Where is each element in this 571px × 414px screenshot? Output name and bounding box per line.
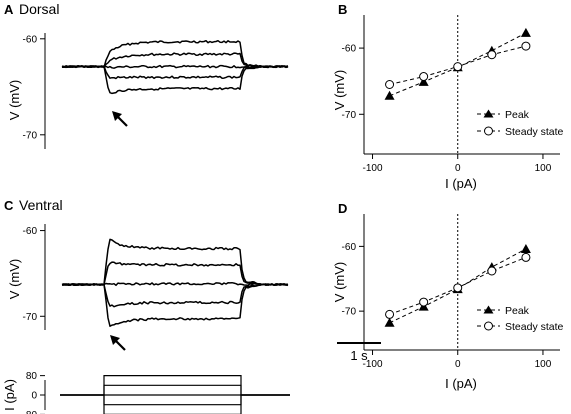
stimulus-step-1 bbox=[60, 384, 290, 396]
stimulus-steps bbox=[60, 375, 290, 414]
panel-c-letter: C bbox=[4, 198, 14, 213]
legend-marker-peak bbox=[483, 305, 494, 314]
panel-d-x-tick-label: 0 bbox=[455, 359, 461, 370]
legend-label-steady: Steady state bbox=[505, 321, 564, 333]
panel-c: C Ventral -60 -70 V (mV) 1 s bbox=[4, 197, 381, 363]
stimulus-y-tick-label: 0 bbox=[31, 391, 37, 402]
panel-d-x-tick-label: 100 bbox=[535, 359, 552, 370]
panel-a-y-label: V (mV) bbox=[7, 80, 22, 120]
panel-b-steady-point bbox=[419, 72, 429, 82]
panel-b-letter: B bbox=[338, 2, 347, 17]
legend-marker-steady bbox=[484, 126, 493, 136]
panel-b-peak-point bbox=[418, 76, 429, 86]
panel-c-y-axis: -60 -70 bbox=[23, 224, 46, 330]
stimulus-step-3 bbox=[60, 394, 290, 406]
panel-b-x-tick-label: 100 bbox=[535, 163, 552, 174]
panel-b-steady-point bbox=[453, 62, 463, 72]
stimulus-y-tick-label: -80 bbox=[23, 410, 38, 414]
legend-label-peak: Peak bbox=[505, 305, 530, 317]
panel-b-axes: -60 -70 -100 0 100 bbox=[342, 15, 560, 174]
panel-d-steady-point bbox=[419, 297, 429, 307]
panel-d-steady-point bbox=[521, 252, 531, 262]
panel-a-y-tick-label: -60 bbox=[23, 34, 38, 45]
panel-a: A Dorsal -60 -70 V (mV) bbox=[4, 1, 289, 149]
panel-b-steady-point bbox=[487, 50, 497, 60]
panel-d-peak-point bbox=[520, 243, 531, 253]
panel-d-legend-steady: Steady state bbox=[477, 321, 564, 333]
panel-d-legend-peak: Peak bbox=[477, 305, 530, 317]
panel-a-title: Dorsal bbox=[19, 1, 59, 17]
panel-d-series-line-0 bbox=[389, 248, 527, 324]
panel-b-y-tick-label: -60 bbox=[342, 44, 357, 55]
panel-a-arrow-head bbox=[112, 111, 122, 121]
legend-label-peak: Peak bbox=[505, 109, 530, 121]
panel-a-trace-4 bbox=[62, 65, 289, 95]
panel-c-arrow bbox=[110, 335, 126, 351]
scale-bar-label: 1 s bbox=[350, 348, 368, 363]
panel-b-peak-point bbox=[384, 90, 395, 100]
panel-b-x-tick-label: -100 bbox=[363, 163, 383, 174]
panel-b-steady-point bbox=[385, 80, 395, 89]
panel-c-y-tick-label: -70 bbox=[23, 312, 38, 323]
panel-c-trace-0 bbox=[61, 238, 289, 287]
panel-b-y-label: V (mV) bbox=[332, 70, 347, 110]
panel-c-trace-3 bbox=[61, 283, 289, 308]
panel-b-plot bbox=[384, 27, 531, 100]
panel-c-title: Ventral bbox=[19, 197, 63, 213]
scale-bar: 1 s bbox=[337, 342, 381, 363]
legend-marker-steady bbox=[484, 321, 493, 331]
panel-d-peak-point bbox=[384, 317, 395, 327]
legend-marker-peak bbox=[483, 109, 494, 118]
panel-a-letter: A bbox=[4, 2, 14, 17]
panel-d-letter: D bbox=[338, 201, 347, 216]
panel-d-steady-point bbox=[385, 309, 395, 319]
panel-c-y-label: V (mV) bbox=[7, 259, 22, 299]
panel-b-x-tick-label: 0 bbox=[455, 163, 461, 174]
panel-d-steady-point bbox=[453, 283, 463, 293]
panel-b-legend-steady: Steady state bbox=[477, 126, 564, 138]
panel-d-x-tick-label: -100 bbox=[363, 359, 383, 370]
stimulus-y-tick-label: 80 bbox=[26, 371, 38, 382]
panel-c-trace-4 bbox=[62, 283, 289, 327]
legend-label-steady: Steady state bbox=[505, 126, 564, 138]
panel-d-plot bbox=[384, 243, 531, 327]
panel-c-traces bbox=[61, 238, 289, 327]
panel-b-y-tick-label: -70 bbox=[342, 110, 357, 121]
panel-d-steady-point bbox=[487, 266, 497, 276]
panel-d-axes: -60 -70 -100 0 100 bbox=[342, 214, 560, 370]
stimulus-y-axis: 80 0 -80 bbox=[23, 371, 46, 414]
panel-a-arrow bbox=[112, 111, 128, 127]
panel-b-legend: Peak Steady state bbox=[477, 109, 564, 138]
panel-d-y-tick-label: -60 bbox=[342, 242, 357, 253]
stimulus-step-4 bbox=[60, 394, 290, 414]
panel-d-x-label: I (pA) bbox=[445, 376, 477, 391]
panel-c-stimulus: 80 0 -80 I (pA) bbox=[2, 371, 290, 414]
panel-a-y-tick-label: -70 bbox=[23, 130, 38, 141]
panel-d: D -60 -70 -100 0 100 V (mV) I (pA) Peak Stea… bbox=[332, 201, 564, 391]
panel-c-y-tick-label: -60 bbox=[23, 226, 38, 237]
stimulus-y-label: I (pA) bbox=[2, 379, 17, 411]
panel-c-arrow-head bbox=[110, 335, 120, 345]
panel-d-y-tick-label: -70 bbox=[342, 307, 357, 318]
panel-b: B -60 -70 -100 0 100 V (mV) I (pA) Peak Stea… bbox=[332, 2, 564, 191]
panel-d-y-label: V (mV) bbox=[332, 262, 347, 302]
panel-b-peak-point bbox=[520, 27, 531, 37]
panel-d-legend: Peak Steady state bbox=[477, 305, 564, 333]
panel-a-y-axis: -60 -70 bbox=[23, 33, 46, 149]
panel-b-x-label: I (pA) bbox=[445, 176, 477, 191]
panel-b-steady-point bbox=[521, 41, 531, 51]
panel-b-legend-peak: Peak bbox=[477, 109, 530, 121]
panel-a-traces bbox=[61, 39, 289, 95]
